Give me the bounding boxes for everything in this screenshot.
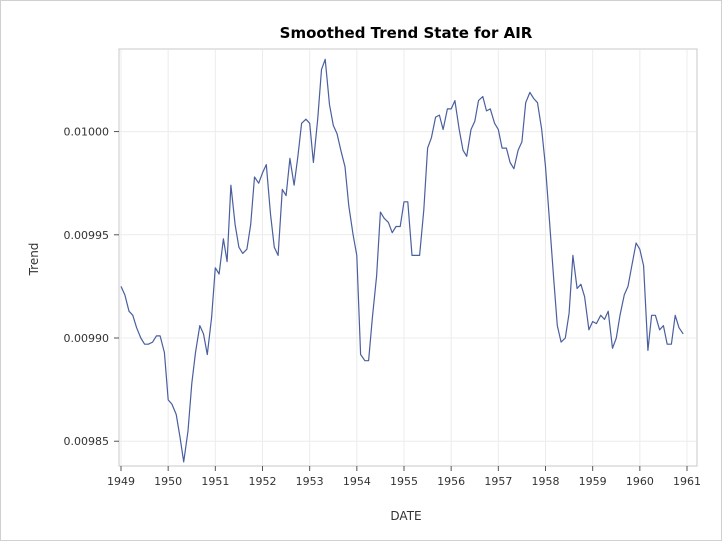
- chart-title: Smoothed Trend State for AIR: [280, 24, 533, 42]
- x-tick-label: 1957: [484, 475, 512, 488]
- x-tick-label: 1951: [201, 475, 229, 488]
- x-tick-label: 1955: [390, 475, 418, 488]
- x-tick-label: 1954: [343, 475, 371, 488]
- x-tick-label: 1958: [532, 475, 560, 488]
- plot-area-border: [118, 48, 698, 467]
- series-group: [120, 58, 684, 463]
- x-tick-label: 1949: [107, 475, 135, 488]
- y-axis: 0.00985 0.00990 0.00995 0.01000: [64, 126, 119, 448]
- series-line: [120, 58, 684, 463]
- x-axis: 1949 1950 1951 1952 1953 1954 1955 1956 1957 1958…: [107, 466, 701, 488]
- y-tick-label: 0.00995: [64, 229, 110, 242]
- x-tick-label: 1961: [673, 475, 701, 488]
- x-tick-label: 1953: [296, 475, 324, 488]
- x-tick-label: 1956: [437, 475, 465, 488]
- y-tick-label: 0.01000: [64, 126, 110, 139]
- x-tick-label: 1952: [249, 475, 277, 488]
- grid: [120, 50, 696, 465]
- y-tick-label: 0.00990: [64, 332, 110, 345]
- x-tick-label: 1960: [626, 475, 654, 488]
- x-axis-label: DATE: [390, 509, 421, 523]
- x-tick-label: 1950: [154, 475, 182, 488]
- x-tick-label: 1959: [579, 475, 607, 488]
- y-axis-label: Trend: [27, 243, 41, 277]
- y-tick-label: 0.00985: [64, 435, 110, 448]
